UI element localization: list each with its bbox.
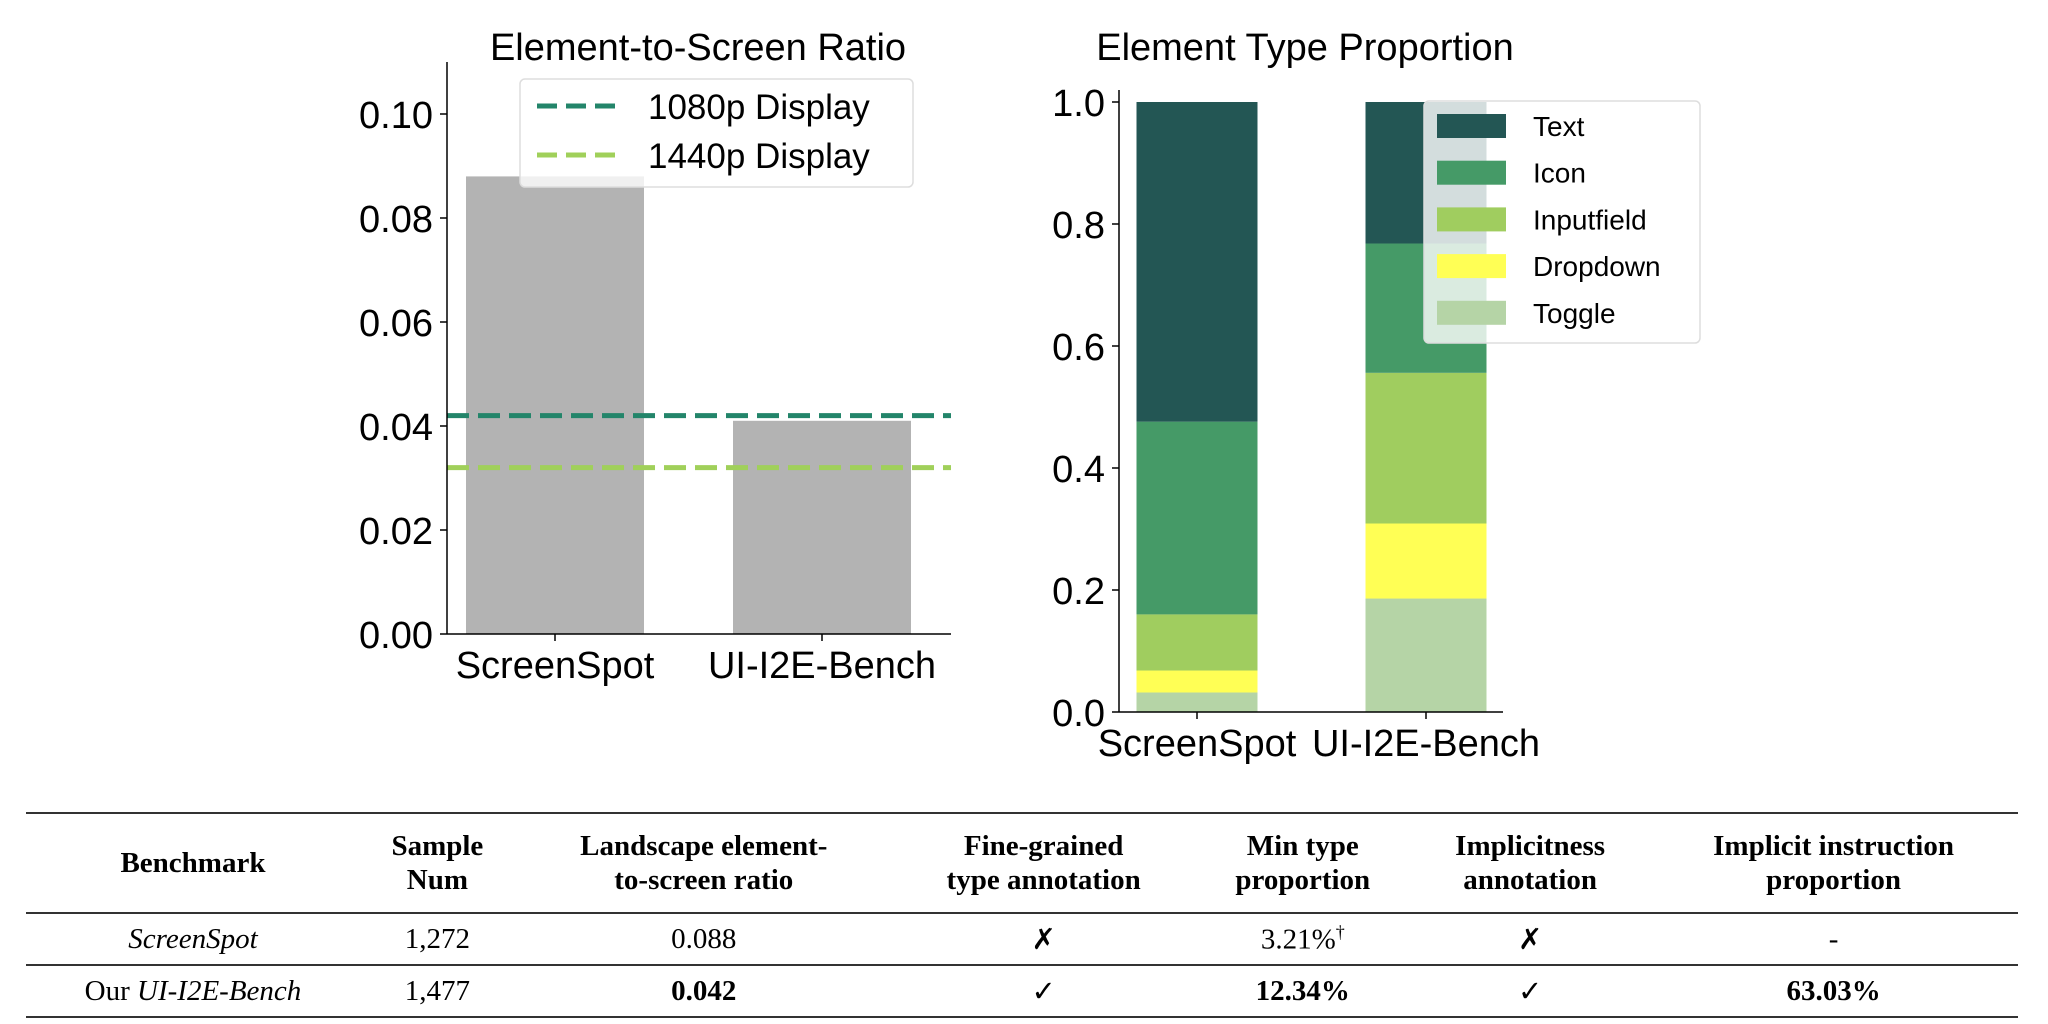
y-tick-label: 0.04 (359, 407, 433, 449)
col-header-min-type: Min type proportion (1235, 830, 1371, 896)
cell-ratio: 0.042 (671, 974, 737, 1007)
y-tick-label: 1.0 (1052, 83, 1105, 125)
legend: 1080p Display 1440p Display (519, 78, 914, 188)
col-header-ratio: Landscape element-to-screen ratio (580, 830, 828, 896)
col-header-benchmark: Benchmark (120, 847, 266, 879)
cell-implicitness: ✓ (1517, 975, 1543, 1008)
charts-figure: Element-to-Screen Ratio ScreenSpot UI-I2E… (359, 27, 1701, 765)
bar-segment-inputfield (1136, 614, 1258, 671)
legend-swatch (1437, 300, 1506, 325)
col-header-implicitness: Implicitness annotation (1455, 830, 1606, 896)
y-tick-label: 0.4 (1052, 449, 1105, 491)
y-tick-label: 0.00 (359, 615, 433, 657)
y-tick-label: 0.0 (1052, 693, 1105, 735)
bar-segment-icon (1136, 421, 1258, 615)
col-header-fine-grained: Fine-grained type annotation (946, 830, 1141, 896)
legend-label: Dropdown (1533, 251, 1661, 282)
x-tick-label: ScreenSpot (456, 645, 655, 687)
bar-segment-dropdown (1136, 670, 1258, 693)
legend-label: Text (1533, 111, 1585, 142)
y-tick-label: 0.6 (1052, 327, 1105, 369)
y-tick-label: 0.10 (359, 95, 433, 137)
cell-fine-grained: ✗ (1031, 923, 1056, 956)
legend-label: Icon (1533, 158, 1586, 189)
bar-segment-inputfield (1365, 372, 1487, 524)
bar-segment-dropdown (1365, 523, 1487, 599)
legend-swatch (1437, 254, 1506, 279)
cell-benchmark: ScreenSpot (128, 922, 258, 955)
cell-implicit-proportion: - (1828, 922, 1839, 955)
x-tick-label: UI-I2E-Bench (708, 645, 936, 687)
cell-implicit-proportion: 63.03% (1786, 974, 1881, 1007)
bar-segment-toggle (1365, 598, 1487, 712)
bar-ui-i2e-bench (733, 420, 911, 634)
cell-benchmark: Our UI-I2E-Bench (84, 974, 302, 1007)
y-tick-label: 0.02 (359, 511, 433, 553)
legend-label: Inputfield (1533, 204, 1647, 235)
col-header-implicit-proportion: Implicit instruction proportion (1713, 830, 1954, 896)
bar-segment-toggle (1136, 692, 1258, 712)
chart-title: Element Type Proportion (1096, 27, 1514, 69)
cell-min-type: 3.21%† (1260, 921, 1345, 956)
legend-swatch (1437, 207, 1506, 232)
cell-sample: 1,272 (404, 922, 470, 955)
legend-label: 1080p Display (648, 88, 870, 127)
y-tick-label: 0.06 (359, 303, 433, 345)
y-tick-label: 0.2 (1052, 571, 1105, 613)
cell-implicitness: ✗ (1517, 923, 1543, 956)
bar-screenspot (466, 176, 644, 634)
col-header-sample-num: Sample Num (391, 830, 484, 896)
legend-label: 1440p Display (648, 137, 870, 176)
legend-swatch (1437, 160, 1506, 185)
x-tick-label: UI-I2E-Bench (1312, 723, 1540, 765)
table-header-row: Benchmark Sample Num Landscape element-to… (26, 813, 2018, 913)
y-tick-label: 0.08 (359, 199, 433, 241)
legend-swatch (1437, 114, 1506, 138)
table-row: Our UI-I2E-Bench 1,477 0.042 ✓ 12.34% ✓ … (26, 965, 2018, 1017)
legend: Text Icon Inputfield Dropdown Toggle (1423, 100, 1701, 344)
legend-box (519, 78, 914, 188)
element-type-proportion-chart: Element Type Proportion ScreenSpot UI-I2E… (1052, 27, 1701, 765)
bar-segment-text (1136, 102, 1258, 422)
table-row: ScreenSpot 1,272 0.088 ✗ 3.21%† ✗ - (26, 913, 2018, 965)
cell-fine-grained: ✓ (1031, 975, 1056, 1008)
cell-sample: 1,477 (404, 974, 470, 1007)
y-tick-label: 0.8 (1052, 205, 1105, 247)
element-to-screen-ratio-chart: Element-to-Screen Ratio ScreenSpot UI-I2E… (359, 27, 951, 687)
benchmark-comparison-table: Benchmark Sample Num Landscape element-to… (26, 812, 2018, 1018)
cell-ratio: 0.088 (671, 922, 737, 955)
chart-title: Element-to-Screen Ratio (490, 27, 906, 69)
legend-label: Toggle (1533, 298, 1616, 329)
cell-min-type: 12.34% (1255, 974, 1350, 1007)
x-tick-label: ScreenSpot (1098, 723, 1297, 765)
